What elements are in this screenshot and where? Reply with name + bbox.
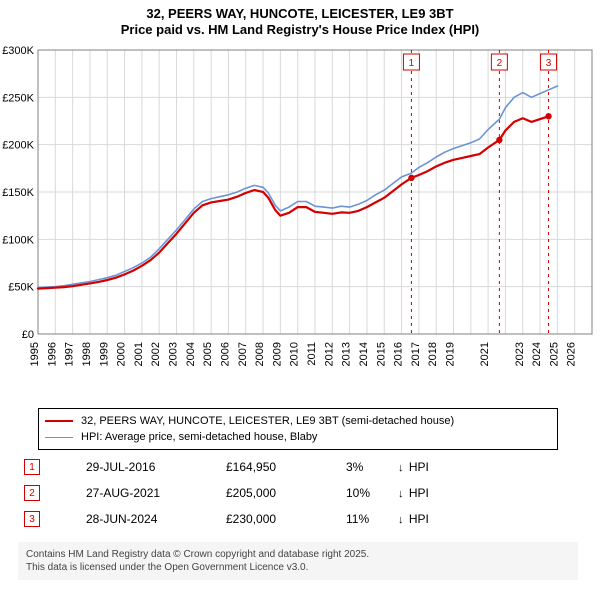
svg-text:1996: 1996 bbox=[46, 342, 58, 366]
svg-text:£100K: £100K bbox=[2, 234, 34, 246]
footer-line-2: This data is licensed under the Open Gov… bbox=[26, 562, 308, 573]
legend-swatch bbox=[45, 437, 73, 438]
svg-text:1997: 1997 bbox=[64, 342, 76, 366]
legend-item: 32, PEERS WAY, HUNCOTE, LEICESTER, LE9 3… bbox=[45, 413, 551, 429]
svg-text:3: 3 bbox=[546, 58, 552, 69]
chart-title-block: 32, PEERS WAY, HUNCOTE, LEICESTER, LE9 3… bbox=[0, 0, 600, 39]
sale-marker: 1 bbox=[24, 459, 40, 475]
chart-svg: £0 £50K £100K £150K £200K £250K £300K 1995 1996 1… bbox=[0, 42, 600, 402]
svg-text:2014: 2014 bbox=[358, 342, 370, 366]
footer-note: Contains HM Land Registry data © Crown c… bbox=[18, 542, 578, 580]
legend-label: 32, PEERS WAY, HUNCOTE, LEICESTER, LE9 3… bbox=[81, 415, 454, 427]
sale-row: 1 29-JUL-2016£164,9503%↓ HPI bbox=[18, 454, 578, 480]
sale-price: £205,000 bbox=[226, 486, 346, 500]
sale-price: £230,000 bbox=[226, 512, 346, 526]
svg-text:1998: 1998 bbox=[81, 342, 93, 366]
svg-text:£150K: £150K bbox=[2, 187, 34, 199]
sale-row: 3 28-JUN-2024£230,00011%↓ HPI bbox=[18, 506, 578, 532]
title-line-2: Price paid vs. HM Land Registry's House … bbox=[0, 22, 600, 38]
svg-text:1995: 1995 bbox=[29, 342, 41, 366]
sale-date: 29-JUL-2016 bbox=[86, 460, 226, 474]
price-chart: £0 £50K £100K £150K £200K £250K £300K 1995 1996 1… bbox=[0, 42, 600, 402]
sale-marker: 3 bbox=[24, 511, 40, 527]
svg-text:2015: 2015 bbox=[375, 342, 387, 366]
svg-text:2024: 2024 bbox=[531, 342, 543, 366]
sale-hpi-label: HPI bbox=[406, 512, 429, 526]
svg-text:1999: 1999 bbox=[98, 342, 110, 366]
svg-text:2002: 2002 bbox=[150, 342, 162, 366]
svg-text:2025: 2025 bbox=[548, 342, 560, 366]
svg-text:2004: 2004 bbox=[185, 342, 197, 366]
legend-label: HPI: Average price, semi-detached house,… bbox=[81, 431, 317, 443]
svg-text:2023: 2023 bbox=[514, 342, 526, 366]
svg-text:2000: 2000 bbox=[116, 342, 128, 366]
sale-pct: 3% bbox=[346, 460, 396, 474]
svg-text:2: 2 bbox=[497, 58, 503, 69]
legend: 32, PEERS WAY, HUNCOTE, LEICESTER, LE9 3… bbox=[38, 408, 558, 450]
svg-text:2003: 2003 bbox=[168, 342, 180, 366]
svg-text:2005: 2005 bbox=[202, 342, 214, 366]
sale-hpi: ↓ HPI bbox=[396, 460, 429, 474]
svg-text:2006: 2006 bbox=[219, 342, 231, 366]
svg-text:2016: 2016 bbox=[393, 342, 405, 366]
sale-pct: 11% bbox=[346, 512, 396, 526]
arrow-down-icon: ↓ bbox=[398, 514, 404, 526]
svg-text:2017: 2017 bbox=[410, 342, 422, 366]
svg-text:£300K: £300K bbox=[2, 45, 34, 57]
sale-marker: 2 bbox=[24, 485, 40, 501]
svg-text:2011: 2011 bbox=[306, 342, 318, 366]
sale-price: £164,950 bbox=[226, 460, 346, 474]
sale-date: 27-AUG-2021 bbox=[86, 486, 226, 500]
svg-text:2012: 2012 bbox=[323, 342, 335, 366]
svg-text:2008: 2008 bbox=[254, 342, 266, 366]
svg-text:2019: 2019 bbox=[445, 342, 457, 366]
svg-text:2010: 2010 bbox=[289, 342, 301, 366]
sale-hpi-label: HPI bbox=[406, 486, 429, 500]
sale-hpi: ↓ HPI bbox=[396, 486, 429, 500]
sale-hpi: ↓ HPI bbox=[396, 512, 429, 526]
arrow-down-icon: ↓ bbox=[398, 488, 404, 500]
svg-text:1: 1 bbox=[409, 58, 415, 69]
legend-item: HPI: Average price, semi-detached house,… bbox=[45, 429, 551, 445]
svg-text:2013: 2013 bbox=[341, 342, 353, 366]
footer-line-1: Contains HM Land Registry data © Crown c… bbox=[26, 549, 369, 560]
sale-date: 28-JUN-2024 bbox=[86, 512, 226, 526]
svg-text:2026: 2026 bbox=[566, 342, 578, 366]
svg-text:£0: £0 bbox=[22, 329, 34, 341]
svg-text:£250K: £250K bbox=[2, 92, 34, 104]
svg-text:£50K: £50K bbox=[8, 282, 34, 294]
title-line-1: 32, PEERS WAY, HUNCOTE, LEICESTER, LE9 3… bbox=[0, 6, 600, 22]
sales-table: 129-JUL-2016£164,9503%↓ HPI227-AUG-2021£… bbox=[18, 454, 578, 532]
sale-hpi-label: HPI bbox=[406, 460, 429, 474]
legend-swatch bbox=[45, 420, 73, 422]
svg-text:2007: 2007 bbox=[237, 342, 249, 366]
svg-text:£200K: £200K bbox=[2, 140, 34, 152]
svg-text:2021: 2021 bbox=[479, 342, 491, 366]
svg-text:2009: 2009 bbox=[271, 342, 283, 366]
svg-text:2018: 2018 bbox=[427, 342, 439, 366]
sale-pct: 10% bbox=[346, 486, 396, 500]
arrow-down-icon: ↓ bbox=[398, 462, 404, 474]
svg-text:2001: 2001 bbox=[133, 342, 145, 366]
sale-row: 2 27-AUG-2021£205,00010%↓ HPI bbox=[18, 480, 578, 506]
